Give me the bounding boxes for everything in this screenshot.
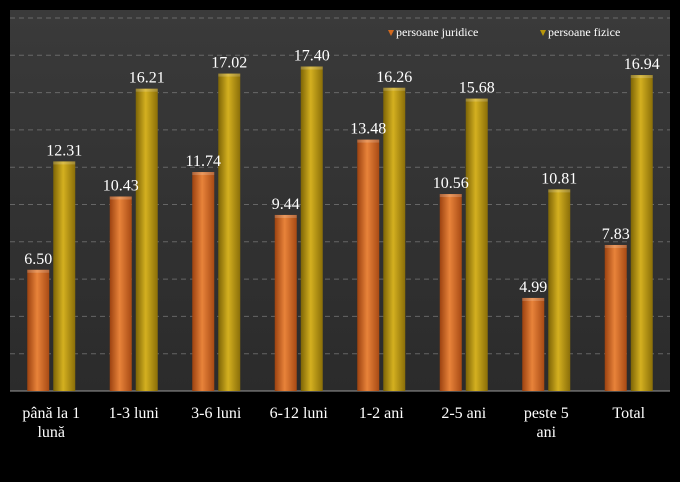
bar-highlight — [300, 66, 323, 70]
x-tick-label: Total — [612, 405, 645, 422]
bar-juridice-4 — [357, 139, 380, 391]
data-labels: 6.50 10.43 11.74 9.44 13.48 10.56 4.99 7.83 12.3… — [24, 47, 660, 295]
x-tick-label: până la 1 lună — [22, 405, 80, 441]
bar-highlight — [630, 75, 653, 79]
bars — [27, 66, 653, 392]
legend-marker — [540, 30, 546, 36]
data-label: 7.83 — [602, 226, 630, 243]
data-label: 9.44 — [272, 196, 300, 213]
data-label: 10.43 — [103, 177, 139, 194]
x-tick-label: 6-12 luni — [270, 405, 329, 422]
data-label: 10.81 — [541, 170, 577, 187]
legend: persoane juridice persoane fizice — [388, 25, 620, 39]
bar-fizice-0 — [53, 161, 76, 391]
bar-highlight — [218, 73, 241, 77]
bar-juridice-3 — [274, 214, 297, 391]
data-label: 17.02 — [211, 55, 247, 72]
bar-highlight — [383, 87, 406, 91]
bar-highlight — [53, 161, 76, 165]
bar-fizice-3 — [300, 66, 323, 392]
bar-juridice-0 — [27, 269, 50, 391]
data-label: 13.48 — [350, 121, 386, 138]
x-tick-label: 1-2 ani — [359, 405, 404, 422]
bar-fizice-5 — [465, 98, 488, 392]
data-label: 15.68 — [459, 80, 495, 97]
legend-marker — [388, 30, 394, 36]
data-label: 11.74 — [186, 153, 221, 170]
data-label: 12.31 — [46, 142, 82, 159]
data-label: 16.26 — [376, 69, 412, 86]
x-tick-label: 2-5 ani — [441, 405, 486, 422]
data-label: 4.99 — [519, 279, 547, 296]
bar-highlight — [522, 297, 545, 301]
bar-highlight — [465, 98, 488, 102]
plot-area — [10, 10, 670, 391]
bar-highlight — [27, 269, 50, 273]
bar-highlight — [439, 194, 462, 198]
bar-highlight — [274, 214, 297, 218]
bar-highlight — [357, 139, 380, 143]
data-label: 17.40 — [294, 47, 330, 64]
bar-highlight — [192, 172, 215, 176]
x-axis-tick-labels: până la 1 lună 1-3 luni 3-6 luni 6-12 luni 1-… — [22, 405, 645, 441]
bar-highlight — [135, 88, 158, 92]
bar-juridice-2 — [192, 172, 215, 391]
bar-fizice-6 — [548, 189, 571, 391]
bar-juridice-1 — [109, 196, 132, 391]
bar-fizice-1 — [135, 88, 158, 391]
bar-fizice-2 — [218, 73, 241, 392]
legend-entry: persoane fizice — [548, 25, 620, 39]
bar-highlight — [604, 244, 627, 248]
bar-fizice-7 — [630, 75, 653, 391]
x-tick-label: peste 5 ani — [524, 405, 569, 441]
bar-highlight — [548, 189, 571, 193]
x-tick-label: 1-3 luni — [109, 405, 160, 422]
bar-juridice-6 — [522, 297, 545, 391]
data-label: 10.56 — [433, 175, 469, 192]
bar-juridice-7 — [604, 244, 627, 391]
data-label: 6.50 — [24, 251, 52, 268]
bar-juridice-5 — [439, 194, 462, 391]
legend-entry: persoane juridice — [396, 25, 478, 39]
bar-highlight — [109, 196, 132, 200]
bar-fizice-4 — [383, 87, 406, 391]
x-tick-label: 3-6 luni — [191, 405, 242, 422]
data-label: 16.94 — [624, 56, 660, 73]
data-label: 16.21 — [129, 70, 165, 87]
